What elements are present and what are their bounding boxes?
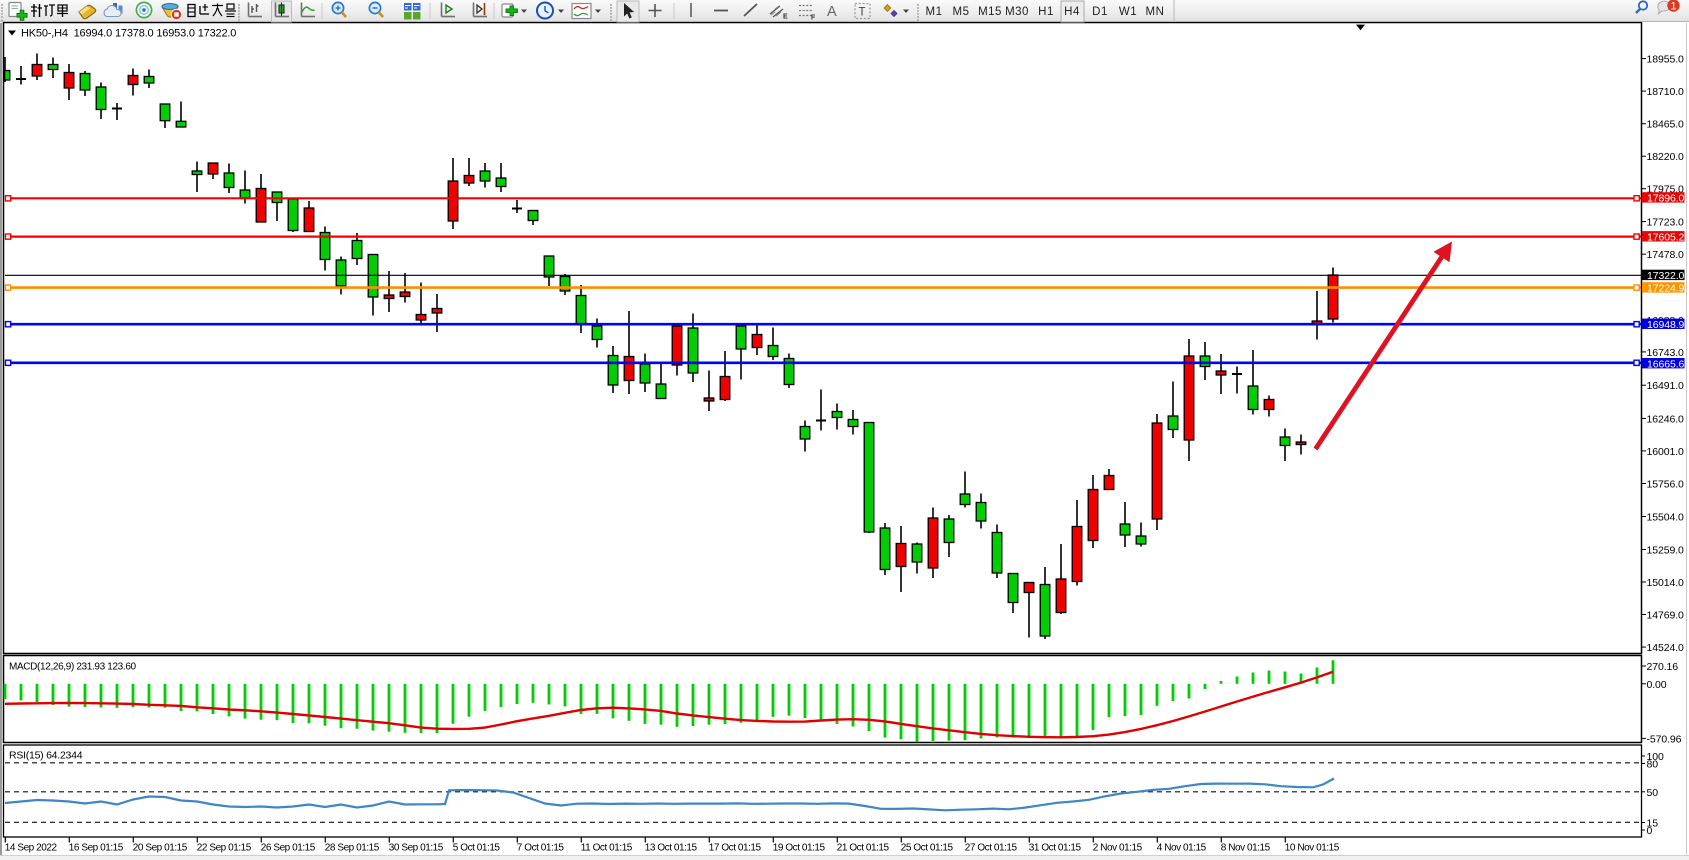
- svg-text:M5: M5: [953, 6, 970, 18]
- svg-text:4 Nov 01:15: 4 Nov 01:15: [1157, 843, 1207, 854]
- svg-text:16246.0: 16246.0: [1647, 413, 1685, 425]
- svg-text:MACD(12,26,9) 231.93 123.60: MACD(12,26,9) 231.93 123.60: [9, 662, 137, 673]
- svg-text:28 Sep 01:15: 28 Sep 01:15: [325, 843, 380, 854]
- svg-text:80: 80: [1647, 759, 1659, 771]
- svg-text:15: 15: [1647, 818, 1659, 830]
- svg-text:W1: W1: [1119, 6, 1137, 18]
- svg-text:5 Oct 01:15: 5 Oct 01:15: [453, 843, 501, 854]
- svg-text:14769.0: 14769.0: [1647, 610, 1685, 622]
- svg-text:19 Oct 01:15: 19 Oct 01:15: [773, 843, 826, 854]
- svg-text:18220.0: 18220.0: [1647, 151, 1685, 163]
- svg-text:17 Oct 01:15: 17 Oct 01:15: [709, 843, 762, 854]
- svg-text:18710.0: 18710.0: [1647, 86, 1685, 98]
- svg-text:A: A: [827, 4, 837, 20]
- svg-text:16 Sep 01:15: 16 Sep 01:15: [69, 843, 124, 854]
- svg-text:18465.0: 18465.0: [1647, 119, 1685, 131]
- svg-text:11 Oct 01:15: 11 Oct 01:15: [581, 843, 633, 854]
- svg-text:H1: H1: [1038, 6, 1054, 18]
- svg-text:16948.9: 16948.9: [1647, 319, 1685, 331]
- svg-text:M1: M1: [926, 6, 943, 18]
- svg-text:16001.0: 16001.0: [1647, 446, 1685, 458]
- svg-text:21 Oct 01:15: 21 Oct 01:15: [837, 843, 890, 854]
- svg-text:50: 50: [1647, 787, 1659, 799]
- svg-text:E: E: [783, 14, 788, 21]
- svg-text:17478.0: 17478.0: [1647, 249, 1685, 261]
- svg-text:16665.6: 16665.6: [1647, 358, 1685, 370]
- svg-text:22 Sep 01:15: 22 Sep 01:15: [197, 843, 252, 854]
- svg-text:15259.0: 15259.0: [1647, 545, 1685, 557]
- svg-text:17322.0: 17322.0: [1647, 270, 1685, 282]
- svg-text:HK50-,H4 16994.0 17378.0 1695: HK50-,H4 16994.0 17378.0 16953.0 17322.0: [21, 28, 236, 40]
- svg-text:2 Nov 01:15: 2 Nov 01:15: [1093, 843, 1143, 854]
- svg-text:16743.0: 16743.0: [1647, 347, 1685, 359]
- svg-text:17723.0: 17723.0: [1647, 217, 1685, 229]
- svg-text:20 Sep 01:15: 20 Sep 01:15: [133, 843, 188, 854]
- svg-text:17896.0: 17896.0: [1647, 193, 1685, 205]
- svg-text:30 Sep 01:15: 30 Sep 01:15: [389, 843, 444, 854]
- svg-text:15756.0: 15756.0: [1647, 479, 1685, 491]
- svg-text:T: T: [859, 7, 866, 19]
- svg-text:13 Oct 01:15: 13 Oct 01:15: [645, 843, 698, 854]
- svg-text:M15: M15: [978, 6, 1002, 18]
- svg-text:26 Sep 01:15: 26 Sep 01:15: [261, 843, 316, 854]
- svg-text:0: 0: [1647, 825, 1653, 837]
- svg-text:31 Oct 01:15: 31 Oct 01:15: [1029, 843, 1082, 854]
- svg-text:7 Oct 01:15: 7 Oct 01:15: [517, 843, 565, 854]
- svg-text:15504.0: 15504.0: [1647, 512, 1685, 524]
- svg-text:MN: MN: [1146, 6, 1165, 18]
- svg-text:M30: M30: [1005, 6, 1029, 18]
- svg-text:17605.2: 17605.2: [1647, 232, 1685, 244]
- svg-text:15014.0: 15014.0: [1647, 577, 1685, 589]
- svg-text:-570.96: -570.96: [1647, 733, 1682, 745]
- svg-text:25 Oct 01:15: 25 Oct 01:15: [901, 843, 954, 854]
- svg-text:100: 100: [1647, 751, 1664, 763]
- svg-text:RSI(15) 64.2344: RSI(15) 64.2344: [9, 750, 83, 762]
- svg-text:H4: H4: [1064, 6, 1080, 18]
- svg-text:1: 1: [1670, 1, 1676, 13]
- svg-text:270.16: 270.16: [1647, 661, 1679, 673]
- svg-text:D1: D1: [1092, 6, 1108, 18]
- svg-text:18955.0: 18955.0: [1647, 54, 1685, 66]
- svg-text:0.00: 0.00: [1647, 679, 1667, 691]
- svg-text:8 Nov 01:15: 8 Nov 01:15: [1221, 843, 1271, 854]
- svg-text:14 Sep 2022: 14 Sep 2022: [5, 843, 58, 854]
- svg-text:10 Nov 01:15: 10 Nov 01:15: [1285, 843, 1340, 854]
- svg-text:14524.0: 14524.0: [1647, 642, 1685, 654]
- svg-text:17224.9: 17224.9: [1647, 283, 1685, 295]
- svg-text:F: F: [811, 15, 816, 22]
- svg-text:27 Oct 01:15: 27 Oct 01:15: [965, 843, 1018, 854]
- svg-text:16491.0: 16491.0: [1647, 380, 1685, 392]
